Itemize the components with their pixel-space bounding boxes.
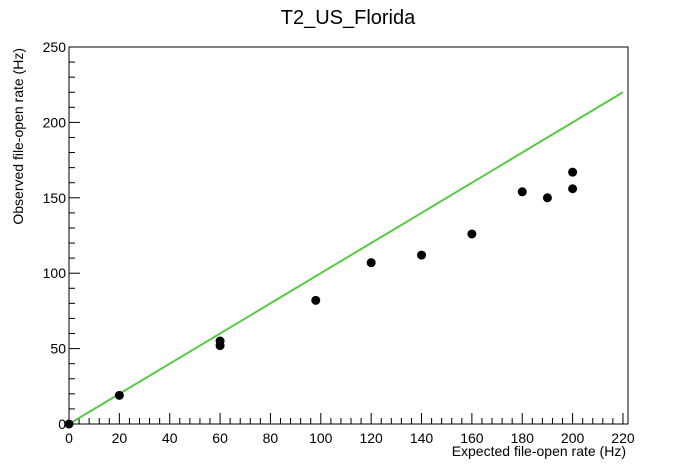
reference-line-group: [68, 91, 624, 425]
data-point: [517, 187, 527, 197]
x-tick-label: 100: [309, 430, 333, 446]
x-tick-label: 0: [65, 430, 73, 446]
y-tick-label: 0: [58, 416, 66, 432]
y-tick-label: 150: [43, 190, 67, 206]
data-point: [417, 250, 427, 260]
data-point: [366, 258, 376, 268]
data-point: [467, 229, 477, 239]
x-tick-label: 140: [410, 430, 434, 446]
data-point: [114, 390, 124, 400]
y-tick-label: 50: [50, 341, 66, 357]
x-axis-label: Expected file-open rate (Hz): [452, 443, 626, 459]
x-tick-label: 80: [263, 430, 279, 446]
data-point: [542, 193, 552, 203]
y-tick-label: 200: [43, 114, 67, 130]
x-tick-label: 20: [112, 430, 128, 446]
y-axis-ticks: 0 50 100 150 200 250: [43, 39, 80, 432]
chart-title: T2_US_Florida: [281, 7, 416, 29]
x-axis-ticks: 0 20 40 60 80 100 120 140 160 180 200 220: [65, 413, 635, 446]
y-axis-label: Observed file-open rate (Hz): [10, 48, 26, 225]
x-tick-label: 180: [511, 430, 535, 446]
x-tick-label: 160: [460, 430, 484, 446]
data-point: [568, 167, 578, 177]
data-point: [64, 419, 74, 429]
x-tick-label: 120: [359, 430, 383, 446]
x-tick-label: 200: [561, 430, 585, 446]
y-tick-label: 250: [43, 39, 67, 55]
data-point: [311, 295, 321, 305]
plot-frame: [68, 46, 629, 425]
x-tick-label: 220: [611, 430, 635, 446]
data-point: [568, 184, 578, 194]
data-point: [215, 336, 225, 346]
data-points: [64, 167, 578, 429]
reference-line: [68, 91, 624, 425]
x-tick-label: 40: [162, 430, 178, 446]
x-tick-label: 60: [212, 430, 228, 446]
y-tick-label: 100: [43, 265, 67, 281]
